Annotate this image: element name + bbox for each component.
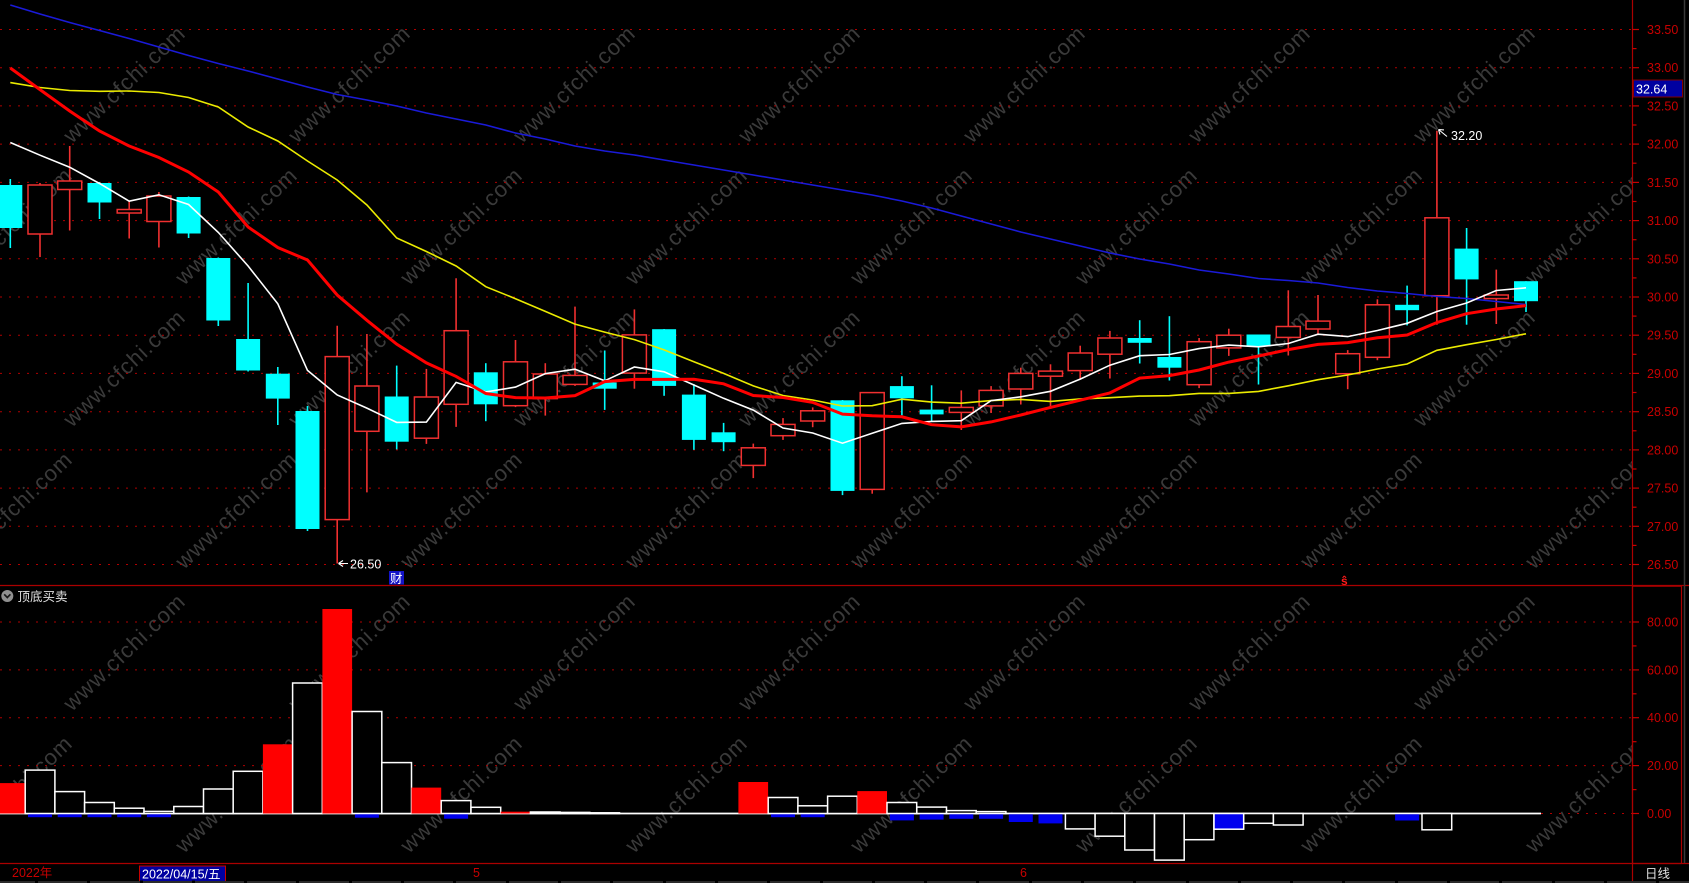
svg-text:33.00: 33.00 — [1647, 61, 1678, 75]
svg-text:32.00: 32.00 — [1647, 138, 1678, 152]
svg-text:80.00: 80.00 — [1647, 616, 1678, 630]
svg-text:28.00: 28.00 — [1647, 443, 1678, 457]
svg-text:31.00: 31.00 — [1647, 214, 1678, 228]
svg-text:32.64: 32.64 — [1636, 83, 1667, 97]
svg-text:2022/04/15/五: 2022/04/15/五 — [142, 868, 221, 882]
svg-text:30.50: 30.50 — [1647, 252, 1678, 266]
svg-text:6: 6 — [1020, 866, 1027, 880]
svg-text:5: 5 — [473, 866, 480, 880]
svg-text:0.00: 0.00 — [1647, 807, 1671, 821]
svg-text:ŝ: ŝ — [1341, 574, 1348, 588]
svg-text:26.50: 26.50 — [350, 558, 381, 572]
svg-text:31.50: 31.50 — [1647, 176, 1678, 190]
svg-text:2022年: 2022年 — [12, 866, 52, 880]
svg-text:32.20: 32.20 — [1451, 129, 1482, 143]
svg-text:日线: 日线 — [1645, 867, 1671, 881]
svg-text:30.00: 30.00 — [1647, 291, 1678, 305]
svg-text:20.00: 20.00 — [1647, 759, 1678, 773]
svg-text:27.50: 27.50 — [1647, 482, 1678, 496]
svg-text:28.50: 28.50 — [1647, 405, 1678, 419]
svg-text:27.00: 27.00 — [1647, 520, 1678, 534]
svg-text:财: 财 — [390, 572, 403, 586]
svg-text:顶底买卖: 顶底买卖 — [18, 589, 68, 604]
svg-text:60.00: 60.00 — [1647, 663, 1678, 677]
svg-text:26.50: 26.50 — [1647, 558, 1678, 572]
svg-text:32.50: 32.50 — [1647, 99, 1678, 113]
svg-text:29.00: 29.00 — [1647, 367, 1678, 381]
svg-text:40.00: 40.00 — [1647, 711, 1678, 725]
svg-text:29.50: 29.50 — [1647, 329, 1678, 343]
svg-text:33.50: 33.50 — [1647, 23, 1678, 37]
